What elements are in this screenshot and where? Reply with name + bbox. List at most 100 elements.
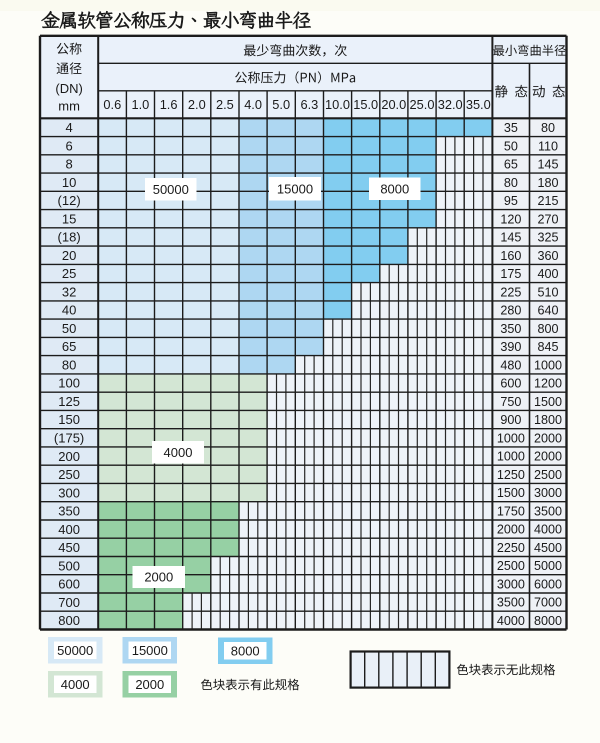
svg-text:4000: 4000 [61, 677, 90, 692]
svg-text:(12): (12) [58, 193, 81, 208]
svg-text:5.0: 5.0 [272, 97, 290, 112]
svg-text:3000: 3000 [534, 486, 562, 500]
svg-text:32: 32 [62, 284, 76, 299]
svg-text:180: 180 [537, 176, 558, 190]
svg-text:15000: 15000 [277, 181, 313, 196]
svg-text:450: 450 [58, 540, 80, 555]
svg-text:125: 125 [58, 394, 80, 409]
svg-text:2.5: 2.5 [216, 97, 234, 112]
svg-text:1500: 1500 [497, 486, 525, 500]
svg-text:0.6: 0.6 [103, 97, 121, 112]
svg-text:150: 150 [58, 412, 80, 427]
svg-text:8000: 8000 [534, 614, 562, 628]
svg-text:4500: 4500 [534, 541, 562, 555]
svg-text:65: 65 [62, 339, 76, 354]
svg-text:145: 145 [537, 158, 558, 172]
svg-text:15000: 15000 [132, 643, 168, 658]
svg-text:350: 350 [58, 504, 80, 519]
svg-text:845: 845 [537, 340, 558, 354]
svg-text:1.0: 1.0 [132, 97, 150, 112]
svg-text:1000: 1000 [534, 358, 562, 372]
svg-text:20: 20 [62, 248, 76, 263]
svg-text:2000: 2000 [497, 523, 525, 537]
svg-text:1500: 1500 [534, 395, 562, 409]
svg-text:40: 40 [62, 303, 76, 318]
svg-text:120: 120 [500, 212, 521, 226]
svg-text:1750: 1750 [497, 504, 525, 518]
svg-text:80: 80 [504, 176, 518, 190]
svg-text:95: 95 [504, 194, 518, 208]
svg-text:350: 350 [500, 322, 521, 336]
svg-text:360: 360 [537, 249, 558, 263]
svg-text:2500: 2500 [497, 559, 525, 573]
svg-text:50000: 50000 [57, 643, 93, 658]
svg-text:3000: 3000 [497, 578, 525, 592]
svg-text:(175): (175) [54, 431, 84, 446]
svg-text:2000: 2000 [135, 677, 164, 692]
svg-text:100: 100 [58, 376, 80, 391]
svg-text:4.0: 4.0 [244, 97, 262, 112]
svg-text:65: 65 [504, 158, 518, 172]
svg-text:1000: 1000 [497, 450, 525, 464]
svg-text:32.0: 32.0 [438, 97, 463, 112]
svg-text:800: 800 [537, 322, 558, 336]
svg-text:1.6: 1.6 [160, 97, 178, 112]
svg-text:300: 300 [58, 485, 80, 500]
svg-text:3500: 3500 [534, 504, 562, 518]
svg-text:500: 500 [58, 558, 80, 573]
svg-text:35: 35 [504, 121, 518, 135]
svg-text:325: 325 [537, 231, 558, 245]
svg-text:7000: 7000 [534, 596, 562, 610]
svg-text:4000: 4000 [164, 445, 193, 460]
svg-text:800: 800 [58, 613, 80, 628]
svg-text:250: 250 [58, 467, 80, 482]
svg-text:20.0: 20.0 [381, 97, 406, 112]
svg-text:110: 110 [538, 139, 558, 153]
svg-text:8: 8 [65, 157, 72, 172]
svg-text:1000: 1000 [497, 431, 525, 445]
svg-text:2000: 2000 [534, 450, 562, 464]
svg-text:50000: 50000 [153, 182, 189, 197]
svg-text:3500: 3500 [497, 596, 525, 610]
svg-text:145: 145 [500, 231, 521, 245]
svg-text:(18): (18) [58, 230, 81, 245]
svg-text:4000: 4000 [534, 523, 562, 537]
svg-text:400: 400 [58, 522, 80, 537]
svg-text:390: 390 [500, 340, 521, 354]
svg-text:(DN): (DN) [55, 81, 82, 96]
svg-text:600: 600 [500, 377, 521, 391]
svg-text:225: 225 [500, 285, 521, 299]
svg-text:80: 80 [541, 121, 555, 135]
svg-text:160: 160 [500, 249, 521, 263]
svg-text:25.0: 25.0 [410, 97, 435, 112]
svg-text:2.0: 2.0 [188, 97, 206, 112]
svg-text:50: 50 [62, 321, 76, 336]
svg-text:4: 4 [65, 120, 72, 135]
svg-text:8000: 8000 [380, 181, 409, 196]
svg-text:35.0: 35.0 [466, 97, 491, 112]
svg-text:4000: 4000 [497, 614, 525, 628]
svg-text:6: 6 [65, 138, 72, 153]
svg-text:mm: mm [58, 99, 80, 114]
svg-text:480: 480 [500, 358, 521, 372]
svg-text:10.0: 10.0 [325, 97, 350, 112]
svg-text:80: 80 [62, 358, 76, 373]
svg-text:400: 400 [537, 267, 558, 281]
svg-text:270: 270 [537, 212, 558, 226]
svg-text:2000: 2000 [144, 570, 173, 585]
svg-text:2250: 2250 [497, 541, 525, 555]
svg-text:175: 175 [500, 267, 521, 281]
svg-text:1800: 1800 [534, 413, 562, 427]
svg-text:900: 900 [500, 413, 521, 427]
svg-text:25: 25 [62, 266, 76, 281]
svg-text:1200: 1200 [534, 377, 562, 391]
svg-text:6.3: 6.3 [301, 97, 319, 112]
svg-text:215: 215 [537, 194, 558, 208]
svg-text:2000: 2000 [534, 431, 562, 445]
svg-text:1250: 1250 [497, 468, 525, 482]
svg-text:10: 10 [62, 175, 76, 190]
svg-text:6000: 6000 [534, 578, 562, 592]
svg-text:15.0: 15.0 [353, 97, 378, 112]
svg-text:640: 640 [537, 304, 558, 318]
svg-text:280: 280 [500, 304, 521, 318]
